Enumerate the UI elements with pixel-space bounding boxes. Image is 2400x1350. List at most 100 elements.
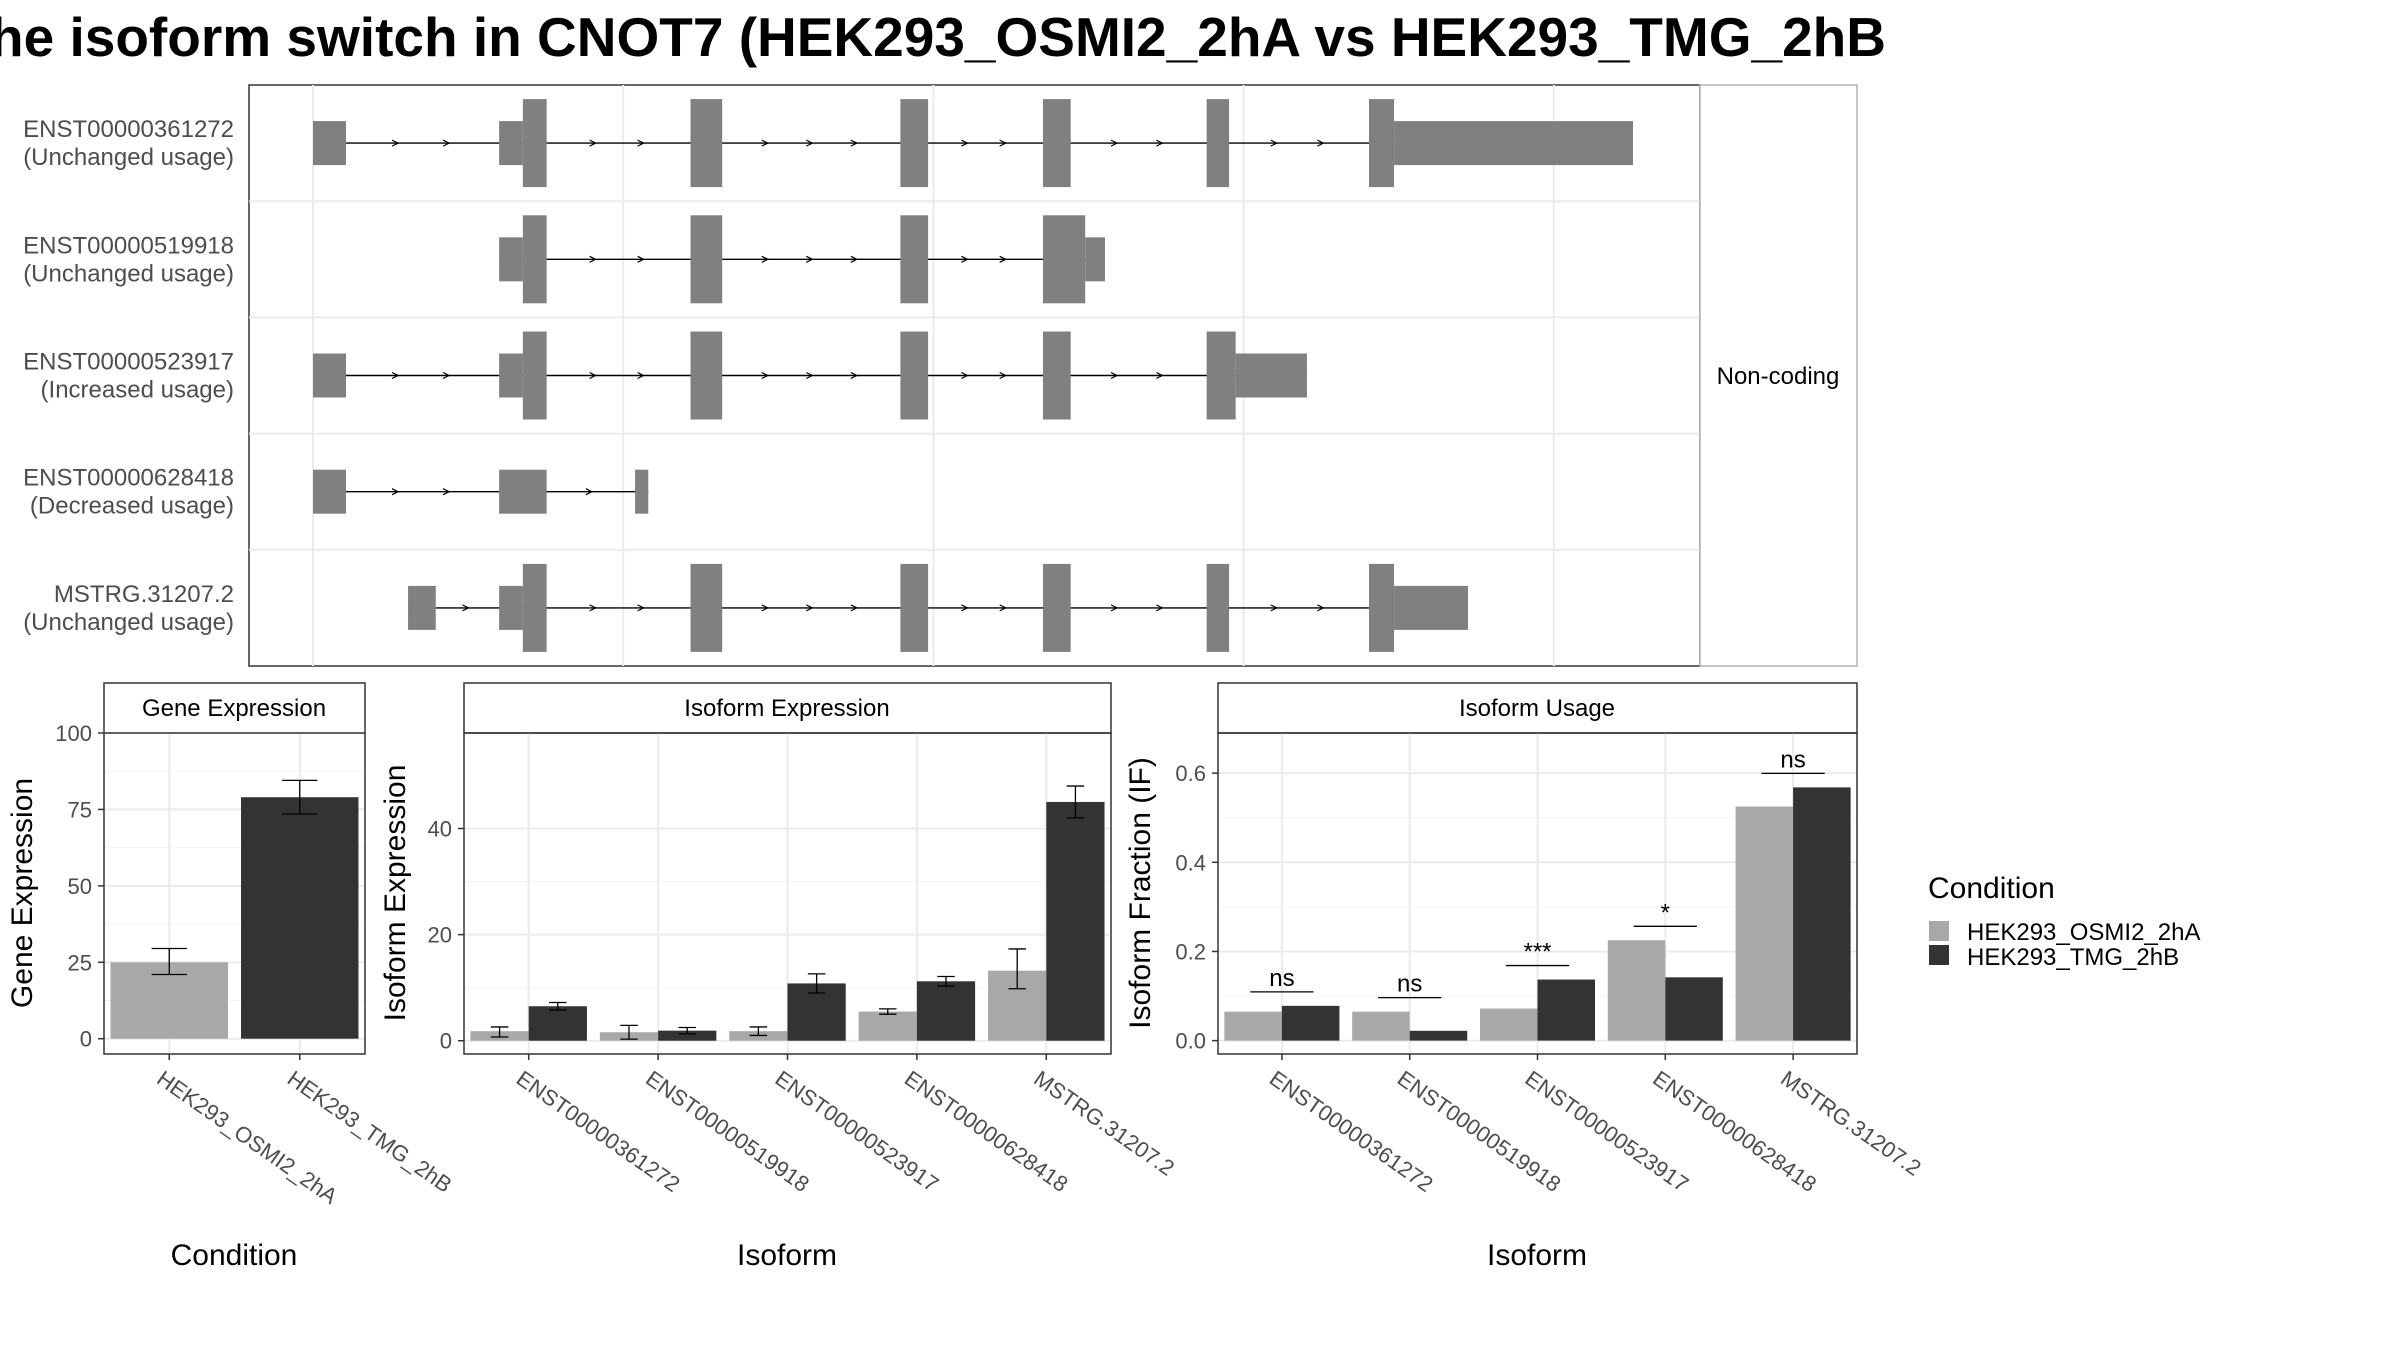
intron-arrow xyxy=(761,255,770,263)
y-tick-label: 0.4 xyxy=(1175,850,1206,875)
cds-exon xyxy=(1042,563,1071,652)
intron-arrow xyxy=(850,255,859,263)
isoform-track: MSTRG.31207.2(Unchanged usage) xyxy=(23,563,1468,652)
legend-label-tmg: HEK293_TMG_2hB xyxy=(1967,944,2179,971)
cds-exon xyxy=(1206,331,1236,420)
intron-arrow xyxy=(961,371,969,380)
y-tick-label: 25 xyxy=(68,950,92,975)
intron-arrow xyxy=(589,371,597,380)
cds-exon xyxy=(1369,563,1395,652)
gene-expression-strip xyxy=(103,682,366,734)
intron-arrow xyxy=(1156,371,1164,380)
cds-exon xyxy=(1369,99,1395,188)
intron-arrow xyxy=(806,139,814,147)
isoform-usage-plot-area xyxy=(1217,732,1858,1055)
strip-label: Non-coding xyxy=(1717,363,1840,390)
intron-arrow xyxy=(589,139,597,147)
intron-arrow xyxy=(391,371,400,380)
isoform-id-label: ENST00000519918 xyxy=(23,232,234,259)
utr-exon xyxy=(1235,353,1307,398)
gene-expression-plot-area xyxy=(103,732,366,1055)
intron-arrow xyxy=(442,139,451,147)
cds-exon xyxy=(522,215,547,304)
intron-arrow xyxy=(637,139,645,147)
significance-label: * xyxy=(1661,899,1670,926)
cds-exon xyxy=(690,563,723,652)
isoform-id-label: MSTRG.31207.2 xyxy=(54,581,234,608)
intron-arrow xyxy=(850,139,859,147)
bar xyxy=(1224,1011,1282,1041)
intron-arrow xyxy=(1270,604,1279,612)
utr-exon xyxy=(1394,585,1468,630)
utr-exon xyxy=(1394,121,1633,166)
intron-arrow xyxy=(391,488,400,496)
isoform-usage-panel: Isoform Usage 0.00.20.40.6ns ns****nsENST… xyxy=(1124,682,1926,1272)
legend-label-osmi2: HEK293_OSMI2_2hA xyxy=(1967,919,2200,946)
gene-expression-y-label: Gene Expression xyxy=(6,778,39,1008)
bar xyxy=(528,1006,587,1041)
bar xyxy=(1665,977,1723,1041)
bar xyxy=(241,797,359,1039)
bar xyxy=(1537,979,1596,1041)
intron-arrow xyxy=(637,255,645,263)
isoform-usage-panel-title: Isoform Usage xyxy=(1459,695,1615,722)
legend-key-tmg xyxy=(1929,945,1949,965)
intron-arrow xyxy=(637,604,645,612)
utr-exon xyxy=(499,353,523,398)
isoform-usage-label: (Increased usage) xyxy=(41,377,234,404)
intron-arrow xyxy=(961,604,969,612)
intron-arrow xyxy=(999,255,1008,263)
intron-arrow xyxy=(585,488,594,496)
intron-arrow xyxy=(589,604,597,612)
bar xyxy=(1479,1008,1538,1041)
intron-arrow xyxy=(1270,139,1279,147)
cds-exon xyxy=(1042,331,1071,420)
utr-exon xyxy=(635,469,649,514)
cds-exon xyxy=(1042,99,1071,188)
intron-arrow xyxy=(761,604,770,612)
isoform-expression-plot: 02040ENST00000361272ENST00000519918ENST0… xyxy=(428,733,1179,1197)
significance-label: ns xyxy=(1269,965,1294,992)
isoform-usage-label: (Unchanged usage) xyxy=(23,609,234,636)
intron-arrow xyxy=(850,604,859,612)
cds-exon xyxy=(522,99,547,188)
legend-title: Condition xyxy=(1928,872,2055,905)
significance-label: ns xyxy=(1397,971,1422,998)
bar xyxy=(658,1030,717,1041)
intron-arrow xyxy=(806,604,814,612)
bar xyxy=(916,981,976,1041)
intron-arrow xyxy=(1156,139,1164,147)
cds-exon xyxy=(522,563,547,652)
bar xyxy=(858,1011,917,1041)
cds-exon xyxy=(1042,215,1086,304)
isoform-track: ENST00000519918(Unchanged usage) xyxy=(23,215,1105,304)
bar xyxy=(1607,940,1666,1041)
figure-title: he isoform switch in CNOT7 (HEK293_OSMI2… xyxy=(0,6,1886,68)
y-tick-label: 40 xyxy=(428,817,452,842)
cds-exon xyxy=(690,215,723,304)
cds-exon xyxy=(900,99,929,188)
isoform-usage-label: (Decreased usage) xyxy=(30,493,234,520)
isoform-expression-x-label: Isoform xyxy=(737,1239,837,1272)
intron-arrow xyxy=(1317,604,1325,612)
utr-exon xyxy=(313,469,346,514)
isoform-usage-label: (Unchanged usage) xyxy=(23,260,234,287)
cds-exon xyxy=(1206,563,1230,652)
gene-structure-panel: ENST00000361272(Unchanged usage)ENST0000… xyxy=(23,84,1858,667)
utr-exon xyxy=(408,585,436,630)
utr-exon xyxy=(1085,237,1105,282)
intron-arrow xyxy=(999,371,1008,380)
isoform-usage-plot: 0.00.20.40.6ns ns****nsENST00000361272ENS… xyxy=(1175,733,1926,1197)
gene-expression-x-label: Condition xyxy=(171,1239,298,1272)
intron-arrow xyxy=(637,371,645,380)
cds-exon xyxy=(900,563,929,652)
bar xyxy=(1735,806,1794,1041)
isoform-track: ENST00000361272(Unchanged usage) xyxy=(23,99,1633,188)
y-tick-label: 50 xyxy=(68,874,92,899)
isoform-expression-plot-area xyxy=(463,732,1112,1055)
intron-arrow xyxy=(806,255,814,263)
intron-arrow xyxy=(850,371,859,380)
intron-arrow xyxy=(442,371,451,380)
intron-arrow xyxy=(1110,371,1119,380)
isoform-id-label: ENST00000361272 xyxy=(23,116,234,143)
